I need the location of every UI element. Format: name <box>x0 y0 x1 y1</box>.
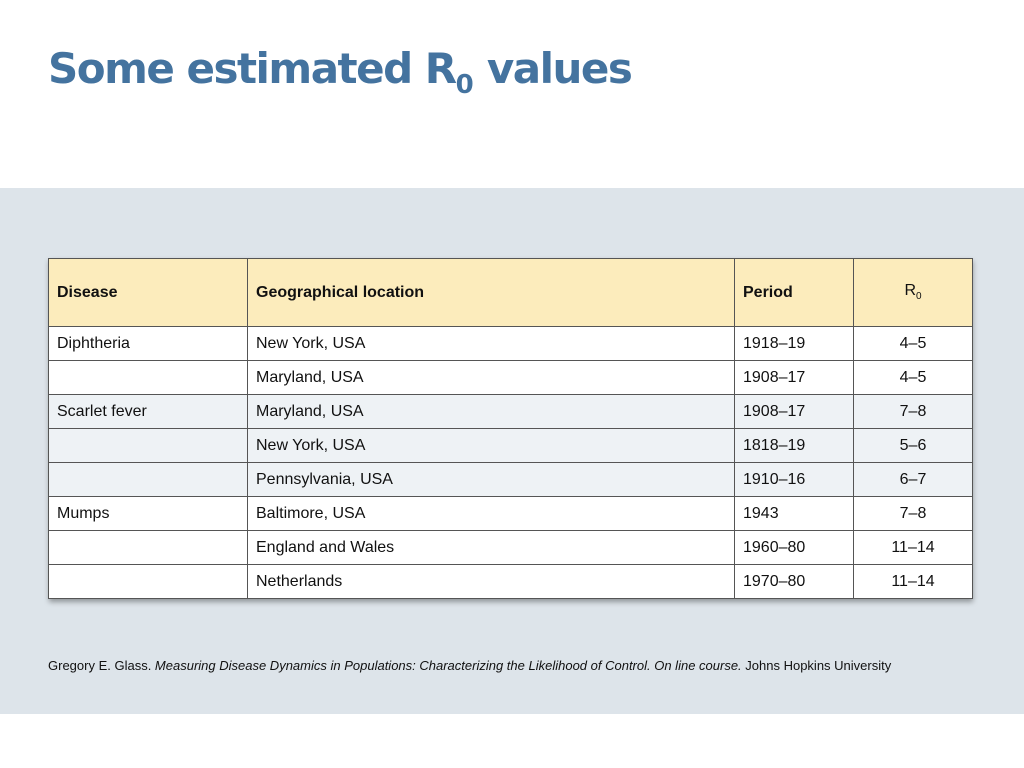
cell-r0: 6–7 <box>853 462 973 497</box>
cell-location: Baltimore, USA <box>247 496 735 531</box>
cell-location: England and Wales <box>247 530 735 565</box>
table-row: Pennsylvania, USA 1910–16 6–7 <box>48 462 973 497</box>
r0-table: Disease Geographical location Period R0 … <box>48 258 973 599</box>
cell-period: 1960–80 <box>734 530 854 565</box>
table-row: Mumps Baltimore, USA 1943 7–8 <box>48 496 973 531</box>
table-header-row: Disease Geographical location Period R0 <box>48 258 973 327</box>
table-container: Disease Geographical location Period R0 … <box>48 258 973 599</box>
cell-location: New York, USA <box>247 326 735 361</box>
cell-r0: 4–5 <box>853 360 973 395</box>
table-row: Diphtheria New York, USA 1918–19 4–5 <box>48 326 973 361</box>
content-band: Disease Geographical location Period R0 … <box>0 188 1024 714</box>
header-r0-base: R <box>904 282 916 300</box>
citation-author: Gregory E. Glass. <box>48 658 155 673</box>
citation-work: Measuring Disease Dynamics in Population… <box>154 658 742 673</box>
table-row: New York, USA 1818–19 5–6 <box>48 428 973 463</box>
cell-disease: Diphtheria <box>48 326 248 361</box>
cell-period: 1918–19 <box>734 326 854 361</box>
cell-period: 1970–80 <box>734 564 854 599</box>
cell-period: 1908–17 <box>734 360 854 395</box>
header-disease: Disease <box>48 258 248 327</box>
table-row: England and Wales 1960–80 11–14 <box>48 530 973 565</box>
cell-r0: 7–8 <box>853 394 973 429</box>
cell-period: 1943 <box>734 496 854 531</box>
cell-disease: Scarlet fever <box>48 394 248 429</box>
cell-location: Maryland, USA <box>247 360 735 395</box>
cell-period: 1910–16 <box>734 462 854 497</box>
cell-period: 1818–19 <box>734 428 854 463</box>
header-period: Period <box>734 258 854 327</box>
title-suffix: values <box>473 44 633 93</box>
title-subscript: 0 <box>455 70 474 100</box>
cell-disease <box>48 564 248 599</box>
slide-title: Some estimated R0 values <box>48 44 633 100</box>
cell-location: Maryland, USA <box>247 394 735 429</box>
cell-disease <box>48 462 248 497</box>
cell-r0: 7–8 <box>853 496 973 531</box>
cell-location: Netherlands <box>247 564 735 599</box>
cell-period: 1908–17 <box>734 394 854 429</box>
cell-disease <box>48 360 248 395</box>
table-row: Netherlands 1970–80 11–14 <box>48 564 973 599</box>
table-row: Scarlet fever Maryland, USA 1908–17 7–8 <box>48 394 973 429</box>
cell-r0: 4–5 <box>853 326 973 361</box>
cell-location: Pennsylvania, USA <box>247 462 735 497</box>
table-row: Maryland, USA 1908–17 4–5 <box>48 360 973 395</box>
cell-disease: Mumps <box>48 496 248 531</box>
cell-location: New York, USA <box>247 428 735 463</box>
citation: Gregory E. Glass. Measuring Disease Dyna… <box>48 657 928 674</box>
header-r0-subscript: 0 <box>916 291 922 303</box>
cell-r0: 11–14 <box>853 530 973 565</box>
citation-publisher: Johns Hopkins University <box>741 658 892 673</box>
title-main: Some estimated R <box>48 44 457 93</box>
header-location: Geographical location <box>247 258 735 327</box>
header-r0: R0 <box>853 258 973 327</box>
cell-r0: 11–14 <box>853 564 973 599</box>
cell-disease <box>48 428 248 463</box>
cell-disease <box>48 530 248 565</box>
cell-r0: 5–6 <box>853 428 973 463</box>
